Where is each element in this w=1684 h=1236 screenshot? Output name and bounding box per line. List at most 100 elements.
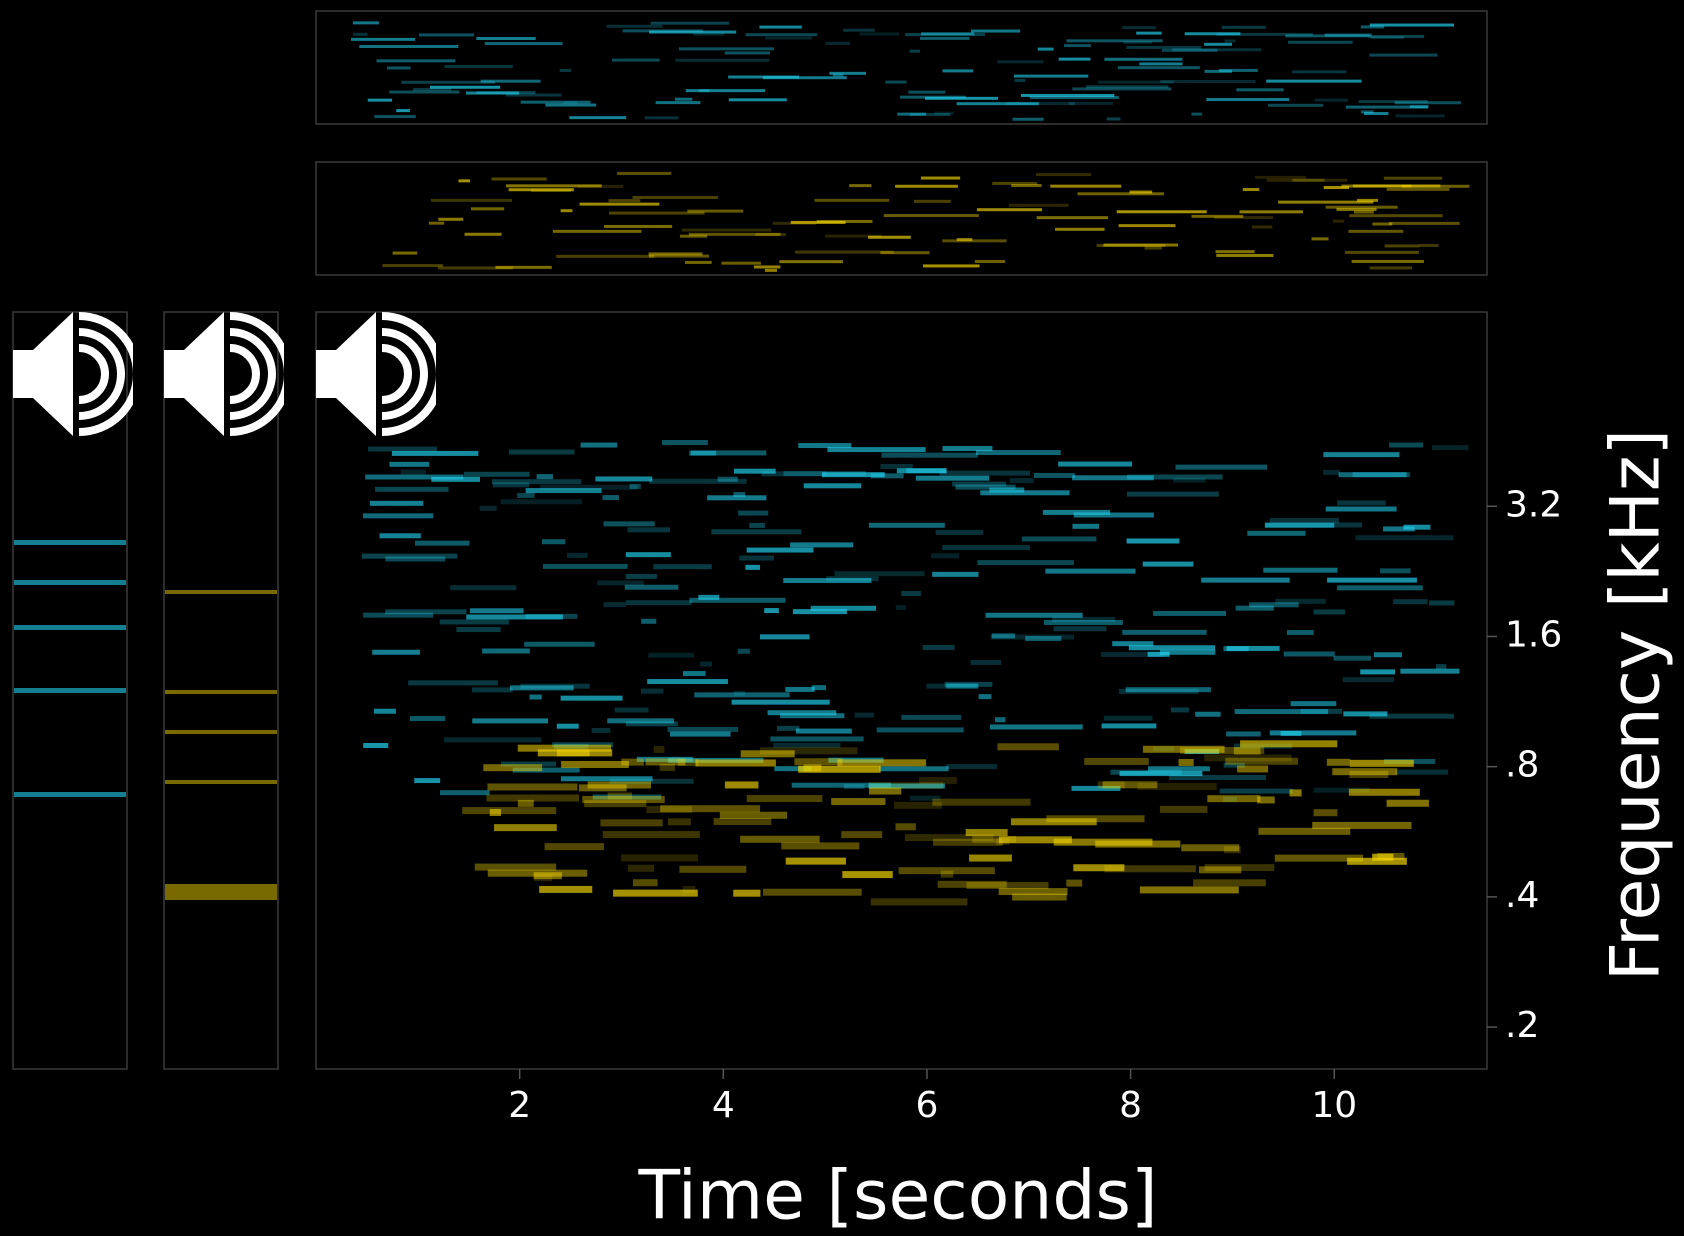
texture-streak xyxy=(438,218,463,221)
texture-streak xyxy=(827,447,925,452)
texture-streak xyxy=(975,260,1005,263)
texture-streak xyxy=(765,37,812,40)
texture-streak xyxy=(1372,854,1393,861)
texture-streak xyxy=(1072,87,1171,90)
texture-streak xyxy=(763,889,862,896)
texture-streak xyxy=(1058,462,1132,467)
texture-streak xyxy=(1181,844,1239,851)
texture-streak xyxy=(1206,98,1289,101)
texture-streak xyxy=(1315,99,1348,102)
texture-streak xyxy=(1012,894,1067,901)
texture-streak xyxy=(1327,759,1350,766)
texture-streak xyxy=(608,792,632,799)
texture-streak xyxy=(458,179,470,182)
texture-streak xyxy=(660,805,760,812)
y-tick-label: .4 xyxy=(1505,875,1539,916)
texture-streak xyxy=(628,527,670,532)
texture-streak xyxy=(1352,260,1424,263)
texture-streak xyxy=(755,233,786,236)
texture-streak xyxy=(977,208,1042,211)
texture-streak xyxy=(1030,96,1119,99)
texture-streak xyxy=(579,784,627,791)
texture-streak xyxy=(1025,636,1061,641)
texture-streak xyxy=(901,715,961,720)
texture-streak xyxy=(1191,215,1243,218)
texture-streak xyxy=(377,59,456,62)
texture-streak xyxy=(1327,578,1417,583)
texture-streak xyxy=(679,866,746,873)
texture-streak xyxy=(1119,224,1176,227)
texture-streak xyxy=(1389,443,1423,448)
texture-streak xyxy=(165,884,277,900)
texture-streak xyxy=(760,634,810,639)
texture-streak xyxy=(711,529,801,534)
texture-streak xyxy=(868,236,911,239)
texture-streak xyxy=(986,613,1083,618)
texture-streak xyxy=(597,580,643,585)
texture-streak xyxy=(1216,250,1255,253)
texture-streak xyxy=(382,264,442,267)
texture-streak xyxy=(1205,70,1232,73)
texture-streak xyxy=(1160,650,1215,655)
texture-streak xyxy=(747,795,823,802)
texture-streak xyxy=(686,89,765,92)
texture-streak xyxy=(1153,611,1226,616)
texture-streak xyxy=(626,574,657,579)
texture-streak xyxy=(1267,179,1347,182)
texture-streak xyxy=(910,113,950,116)
texture-streak xyxy=(351,38,415,41)
texture-streak xyxy=(733,890,760,897)
texture-streak xyxy=(431,477,480,482)
texture-streak xyxy=(1180,747,1264,754)
page: {"chart_data": {"type": "spectrogram", "… xyxy=(0,0,1684,1236)
texture-streak xyxy=(501,499,582,504)
texture-streak xyxy=(1337,500,1386,505)
texture-streak xyxy=(628,865,654,872)
texture-streak xyxy=(914,200,951,203)
texture-streak xyxy=(623,29,703,32)
texture-streak xyxy=(363,513,433,518)
texture-streak xyxy=(781,842,859,849)
texture-streak xyxy=(1268,104,1323,107)
texture-streak xyxy=(1429,600,1454,605)
texture-streak xyxy=(760,747,858,754)
texture-streak xyxy=(768,710,837,715)
texture-streak xyxy=(1069,102,1113,105)
texture-streak xyxy=(626,552,671,557)
texture-streak xyxy=(1278,201,1373,204)
texture-streak xyxy=(662,440,708,445)
texture-streak xyxy=(1345,251,1419,254)
texture-streak xyxy=(613,890,698,897)
texture-streak xyxy=(603,495,619,500)
texture-streak xyxy=(683,671,706,676)
texture-streak xyxy=(679,47,774,50)
texture-streak xyxy=(1252,225,1272,228)
texture-streak xyxy=(510,685,574,690)
texture-streak xyxy=(517,493,534,498)
texture-streak xyxy=(604,602,626,607)
texture-streak xyxy=(900,96,966,99)
x-axis-title: Time [seconds] xyxy=(637,1157,1157,1236)
texture-streak xyxy=(920,37,969,40)
texture-streak xyxy=(1387,188,1450,191)
texture-streak xyxy=(1103,781,1158,788)
texture-streak xyxy=(1236,606,1274,611)
texture-streak xyxy=(725,51,770,54)
texture-streak xyxy=(1112,641,1153,646)
texture-streak xyxy=(969,855,1012,862)
texture-streak xyxy=(957,238,973,241)
texture-streak xyxy=(1191,113,1202,116)
texture-streak xyxy=(1436,664,1446,669)
texture-streak xyxy=(543,564,628,569)
texture-streak xyxy=(999,836,1072,843)
texture-streak xyxy=(1207,795,1260,802)
texture-streak xyxy=(908,91,945,94)
texture-streak xyxy=(899,867,995,874)
texture-streak xyxy=(932,799,1030,806)
texture-streak xyxy=(817,220,873,223)
texture-streak xyxy=(992,633,1015,638)
texture-streak xyxy=(1334,656,1371,661)
texture-streak xyxy=(545,843,604,850)
texture-streak xyxy=(1201,578,1290,583)
texture-streak xyxy=(1326,206,1398,209)
